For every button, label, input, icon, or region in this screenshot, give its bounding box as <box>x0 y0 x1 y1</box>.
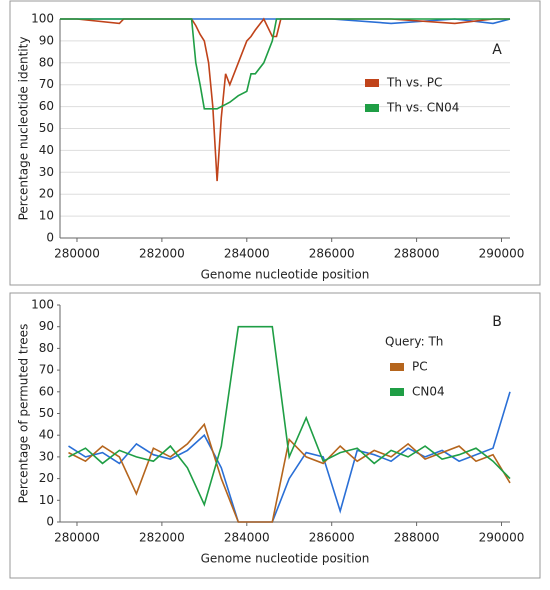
y-tick-label: 20 <box>39 471 54 485</box>
y-tick-label: 10 <box>39 493 54 507</box>
y-tick-label: 0 <box>46 515 54 529</box>
legend-swatch <box>365 79 379 87</box>
x-tick-label: 288000 <box>394 247 440 261</box>
x-tick-label: 282000 <box>139 247 185 261</box>
x-tick-label: 284000 <box>224 247 270 261</box>
x-tick-label: 286000 <box>309 531 355 545</box>
data-line <box>68 422 511 523</box>
x-tick-label: 290000 <box>479 247 525 261</box>
y-tick-label: 90 <box>39 319 54 333</box>
panel-frame <box>9 292 541 579</box>
y-tick-label: 90 <box>39 33 54 47</box>
panel-label: A <box>492 42 502 58</box>
legend-label: CN04 <box>412 385 445 399</box>
y-axis-label: Percentage of permuted trees <box>17 324 31 504</box>
y-tick-label: 100 <box>31 298 54 312</box>
y-tick-label: 50 <box>39 406 54 420</box>
y-tick-label: 80 <box>39 55 54 69</box>
y-tick-label: 0 <box>46 231 54 245</box>
legend-label: PC <box>412 360 428 374</box>
y-axis-label: Percentage nucleotide identity <box>17 37 31 221</box>
panel-label: B <box>492 314 502 330</box>
x-tick-label: 282000 <box>139 531 185 545</box>
y-tick-label: 60 <box>39 384 54 398</box>
y-tick-label: 40 <box>39 143 54 157</box>
x-axis-label: Genome nucleotide position <box>201 552 370 566</box>
x-tick-label: 280000 <box>54 247 100 261</box>
y-tick-label: 100 <box>31 12 54 26</box>
legend-swatch <box>390 388 404 396</box>
y-tick-label: 40 <box>39 428 54 442</box>
data-line <box>68 391 511 523</box>
y-tick-label: 60 <box>39 99 54 113</box>
y-tick-label: 10 <box>39 209 54 223</box>
y-tick-label: 30 <box>39 449 54 463</box>
legend-title: Query: Th <box>385 335 443 349</box>
y-tick-label: 70 <box>39 363 54 377</box>
x-axis-label: Genome nucleotide position <box>201 268 370 282</box>
x-tick-label: 280000 <box>54 531 100 545</box>
data-line <box>68 325 511 507</box>
legend-label: Th vs. CN04 <box>386 101 459 115</box>
legend-swatch <box>365 104 379 112</box>
x-tick-label: 284000 <box>224 531 270 545</box>
legend-swatch <box>390 363 404 371</box>
data-line <box>60 18 510 110</box>
x-tick-label: 286000 <box>309 247 355 261</box>
y-tick-label: 80 <box>39 341 54 355</box>
panel-frame <box>9 0 541 286</box>
y-tick-label: 30 <box>39 165 54 179</box>
x-tick-label: 288000 <box>394 531 440 545</box>
y-tick-label: 20 <box>39 187 54 201</box>
y-tick-label: 50 <box>39 121 54 135</box>
x-tick-label: 290000 <box>479 531 525 545</box>
legend-label: Th vs. PC <box>386 76 442 90</box>
y-tick-label: 70 <box>39 77 54 91</box>
